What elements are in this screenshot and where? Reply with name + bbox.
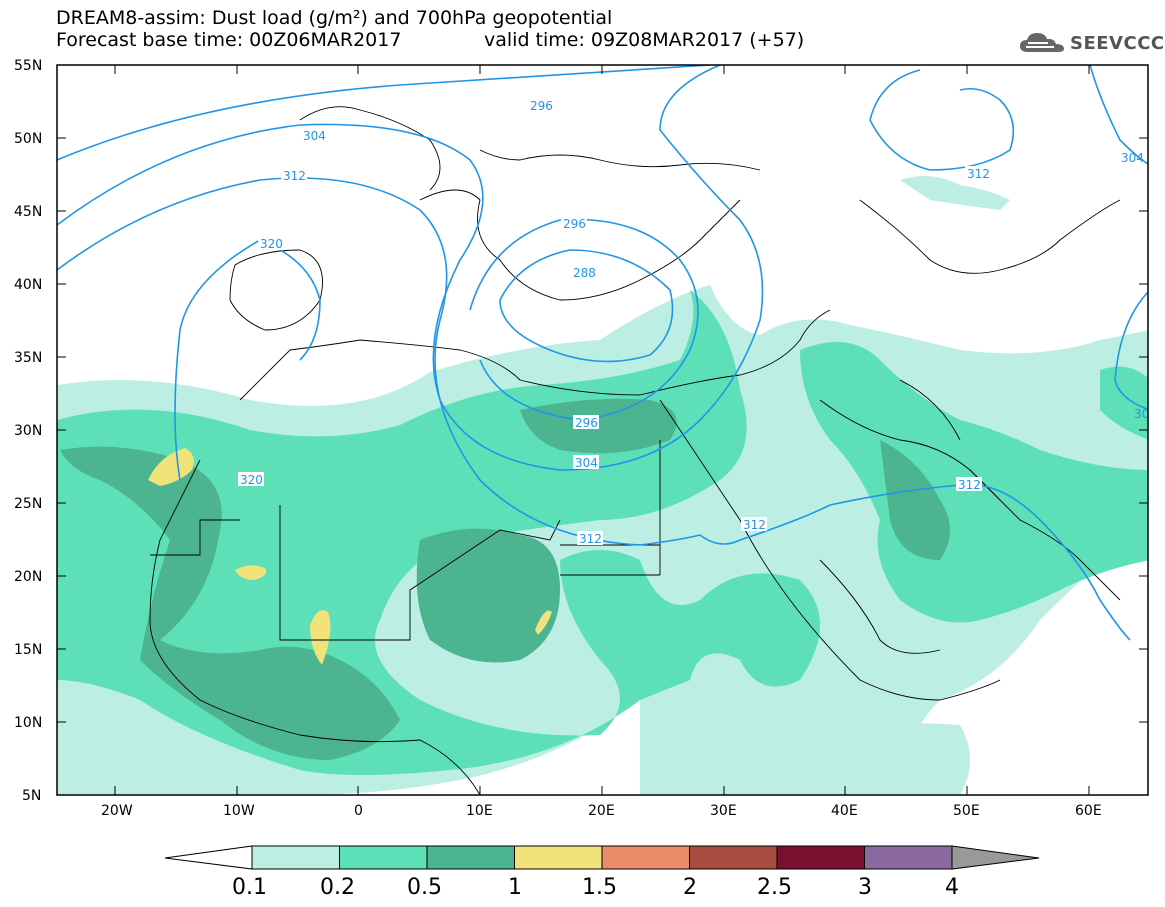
dust-level-1c: [310, 610, 331, 665]
dust-level-01b: [900, 176, 1010, 210]
colorbar-label: 2.5: [757, 875, 792, 900]
colorbar: 0.1 0.2 0.5 1 1.5 2 2.5 3 4: [164, 845, 1040, 900]
contour-label: 312: [579, 532, 602, 546]
colorbar-swatch: [864, 845, 953, 870]
contour-312-ne: [869, 69, 1015, 171]
lat-label: 40N: [14, 277, 42, 293]
dust-level-1a: [148, 448, 194, 486]
lon-label: 10E: [466, 803, 493, 819]
lat-label: 30N: [14, 423, 42, 439]
colorbar-under-arrow: [164, 845, 253, 870]
colorbar-swatch: [601, 845, 690, 870]
lat-label: 35N: [14, 350, 42, 366]
lat-label: 20N: [14, 569, 42, 585]
dust-level-05d: [880, 440, 950, 560]
lon-label: 60E: [1075, 803, 1102, 819]
contour-label-group: 296 304 312 320 296 288 296 304 312 312 …: [238, 98, 1149, 546]
contour-label: 312: [958, 478, 981, 492]
colorbar-label: 3: [858, 875, 872, 900]
dust-level-1b: [235, 565, 267, 580]
colorbar-label: 1: [508, 875, 522, 900]
contour-label: 320: [260, 237, 283, 251]
colorbar-label: 4: [945, 875, 959, 900]
colorbar-label: 0.2: [320, 875, 355, 900]
contour-label: 320: [240, 473, 263, 487]
lat-label: 50N: [14, 131, 42, 147]
colorbar-swatch: [689, 845, 778, 870]
colorbar-over-arrow: [951, 845, 1040, 870]
lon-label: 20W: [101, 803, 133, 819]
geopotential-contours: [57, 65, 1148, 641]
contour-label: 304: [303, 129, 326, 143]
contour-304-ne: [1089, 65, 1148, 165]
lat-label: 15N: [14, 642, 42, 658]
contour-label: 304: [1121, 151, 1144, 165]
contour-label: 296: [530, 99, 553, 113]
colorbar-swatch: [426, 845, 515, 870]
lon-label: 50E: [953, 803, 980, 819]
colorbar-swatch: [251, 845, 340, 870]
contour-288: [499, 249, 674, 363]
contour-320: [174, 239, 321, 481]
contour-label: 296: [575, 416, 598, 430]
colorbar-label: 0.1: [232, 875, 267, 900]
forecast-base-time: Forecast base time: 00Z06MAR2017: [56, 29, 402, 51]
lon-label: 10W: [223, 803, 255, 819]
lon-label: 20E: [588, 803, 615, 819]
contour-304-north: [57, 65, 764, 471]
lon-label: 30E: [710, 803, 737, 819]
lat-label: 5N: [22, 788, 41, 804]
colorbar-swatch: [339, 845, 428, 870]
colorbar-swatch: [514, 845, 603, 870]
contour-30x-east: [1114, 290, 1148, 411]
dust-level-02c: [1100, 366, 1148, 440]
lat-label: 10N: [14, 715, 42, 731]
contour-label: 312: [743, 518, 766, 532]
contour-296-north: [57, 65, 711, 161]
contour-label: 312: [283, 169, 306, 183]
contour-label: 304: [575, 456, 598, 470]
lat-label: 55N: [14, 58, 42, 74]
dust-level-05: [60, 446, 400, 760]
map-title: DREAM8-assim: Dust load (g/m²) and 700hP…: [56, 7, 613, 29]
contour-312-east: [639, 483, 1131, 641]
colorbar-label: 2: [683, 875, 697, 900]
longitude-axis: 20W 10W 0 10E 20E 30E 40E 50E 60E: [101, 65, 1102, 819]
colorbar-label: 0.5: [407, 875, 442, 900]
contour-label: 30: [1134, 407, 1149, 421]
cloud-icon: [1020, 33, 1064, 52]
coastlines: [149, 106, 1121, 795]
logo-text: SEEVCCC: [1070, 32, 1165, 54]
lat-label: 25N: [14, 496, 42, 512]
colorbar-label: 1.5: [582, 875, 617, 900]
lon-label: 40E: [831, 803, 858, 819]
contour-label: 312: [967, 167, 990, 181]
dust-level-05b: [416, 528, 560, 663]
dust-level-01c: [850, 723, 970, 795]
lat-label: 45N: [14, 204, 42, 220]
valid-time: valid time: 09Z08MAR2017 (+57): [484, 29, 805, 51]
contour-label: 288: [573, 266, 596, 280]
dust-level-1d: [535, 610, 552, 635]
lon-label: 0: [354, 803, 363, 819]
latitude-axis: 55N 50N 45N 40N 35N 30N 25N 20N 15N 10N …: [14, 58, 1148, 804]
contour-312: [57, 177, 641, 546]
seevccc-logo: SEEVCCC: [1018, 30, 1165, 56]
colorbar-swatch: [776, 845, 865, 870]
contour-296-inner: [469, 218, 699, 421]
contour-label: 296: [563, 217, 586, 231]
